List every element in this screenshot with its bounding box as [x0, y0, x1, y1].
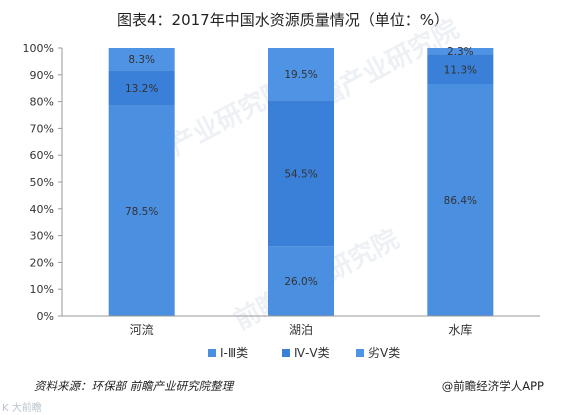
- legend-label: Ⅰ-Ⅲ类: [220, 346, 248, 360]
- data-label: 54.5%: [284, 168, 317, 180]
- brand-note: @前瞻经济学人APP: [441, 379, 544, 393]
- y-tick-label: 30%: [30, 230, 54, 243]
- bar-segment: [108, 48, 175, 71]
- bar-segment: [108, 105, 175, 317]
- y-tick-label: 0%: [37, 310, 54, 323]
- legend-swatch: [282, 349, 290, 357]
- data-label: 78.5%: [125, 206, 158, 218]
- axes: 0% 10% 20% 30% 40% 50% 60% 70% 80% 90% 100% 河流 湖泊 水库: [23, 42, 540, 337]
- y-tick-label: 60%: [30, 149, 54, 162]
- y-tick-label: 50%: [30, 176, 54, 189]
- y-tick-label: 40%: [30, 203, 54, 216]
- source-note: 资料来源：环保部 前瞻产业研究院整理: [34, 379, 234, 393]
- bar-segment: [268, 100, 334, 247]
- legend-swatch: [208, 349, 216, 357]
- y-tick-label: 90%: [30, 69, 54, 82]
- bar-segment: [268, 48, 334, 101]
- data-label: 2.3%: [447, 46, 474, 58]
- legend-label: 劣Ⅴ类: [368, 346, 400, 360]
- data-label: 26.0%: [284, 276, 317, 288]
- data-label: 19.5%: [284, 69, 317, 81]
- corner-watermark: K 大前瞻: [2, 403, 42, 414]
- legend-label: Ⅳ-Ⅴ类: [294, 346, 330, 360]
- data-label: 86.4%: [444, 195, 477, 207]
- y-tick-label: 10%: [30, 283, 54, 296]
- data-label: 13.2%: [125, 83, 158, 95]
- x-tick-label: 湖泊: [289, 322, 313, 337]
- bar-segment: [108, 70, 175, 106]
- bar-segment: [268, 246, 334, 316]
- y-tick-label: 20%: [30, 256, 54, 269]
- x-tick-label: 水库: [448, 322, 472, 337]
- y-tick-label: 70%: [30, 122, 54, 135]
- data-label: 8.3%: [128, 54, 155, 66]
- bars-layer: [108, 48, 494, 317]
- bar-segment: [427, 48, 494, 55]
- chart-title: 图表4：2017年中国水资源质量情况（单位：%）: [117, 11, 449, 29]
- legend: Ⅰ-Ⅲ类 Ⅳ-Ⅴ类 劣Ⅴ类: [208, 346, 400, 360]
- data-labels: 78.5% 13.2% 8.3% 26.0% 54.5% 19.5% 86.4% 11.3% 2…: [125, 46, 477, 288]
- data-label: 11.3%: [444, 64, 477, 76]
- y-tick-label: 80%: [30, 96, 54, 109]
- legend-swatch: [356, 349, 364, 357]
- y-tick-label: 100%: [23, 42, 54, 55]
- x-tick-label: 河流: [130, 323, 154, 337]
- bar-segment: [427, 84, 494, 316]
- bar-segment: [427, 54, 494, 85]
